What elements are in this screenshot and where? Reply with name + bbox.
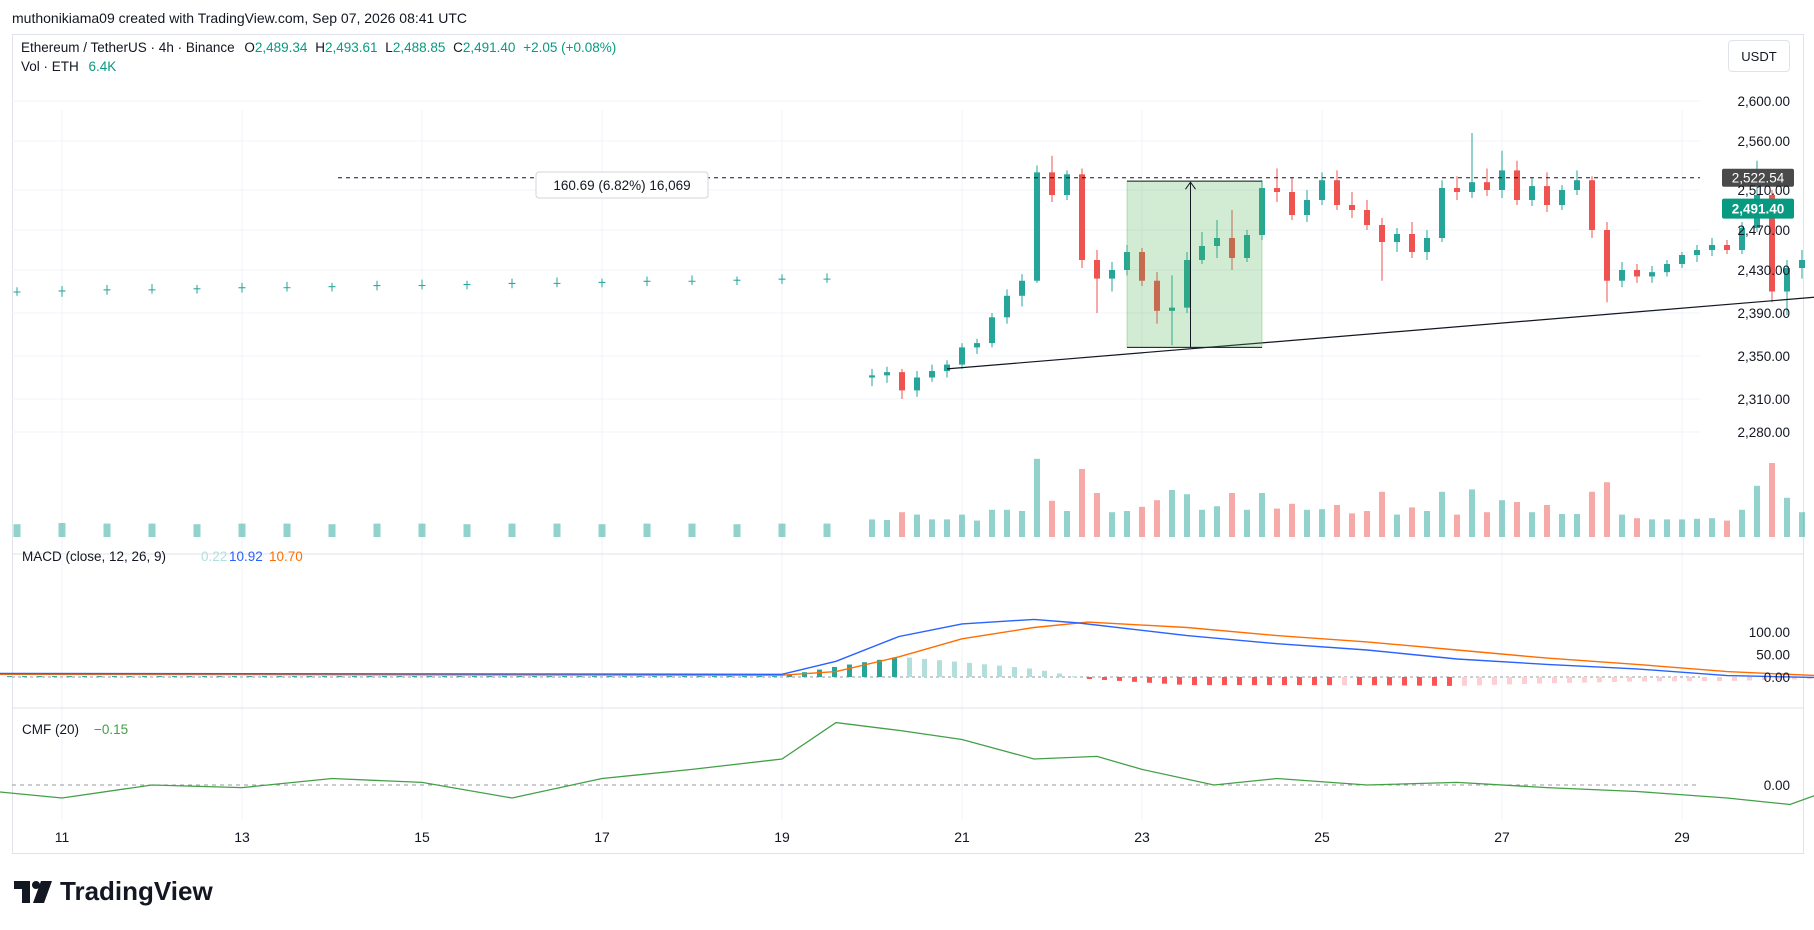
currency-button[interactable]: USDT xyxy=(1728,40,1790,72)
symbol-title: Ethereum / TetherUS · 4h · Binance xyxy=(21,40,235,55)
open-label: O xyxy=(244,40,255,55)
brand-name: TradingView xyxy=(60,876,213,906)
low-label: L xyxy=(385,40,393,55)
symbol-legend: Ethereum / TetherUS · 4h · Binance O2,48… xyxy=(21,40,616,55)
open-value: 2,489.34 xyxy=(254,40,308,55)
volume-value: 6.4K xyxy=(88,59,117,74)
close-label: C xyxy=(453,40,463,55)
tradingview-logo: TradingView xyxy=(14,876,213,907)
high-value: 2,493.61 xyxy=(324,40,378,55)
volume-label: Vol · ETH xyxy=(21,59,79,74)
low-value: 2,488.85 xyxy=(392,40,446,55)
tradingview-logo-icon xyxy=(14,880,52,903)
change-value: +2.05 (+0.08%) xyxy=(523,40,617,55)
high-label: H xyxy=(315,40,325,55)
volume-legend: Vol · ETH 6.4K xyxy=(21,59,116,74)
macd-histogram-bar xyxy=(1807,677,1812,679)
attribution-text: muthonikiama09 created with TradingView.… xyxy=(12,10,467,26)
chart-frame xyxy=(12,34,1804,854)
close-value: 2,491.40 xyxy=(462,40,516,55)
